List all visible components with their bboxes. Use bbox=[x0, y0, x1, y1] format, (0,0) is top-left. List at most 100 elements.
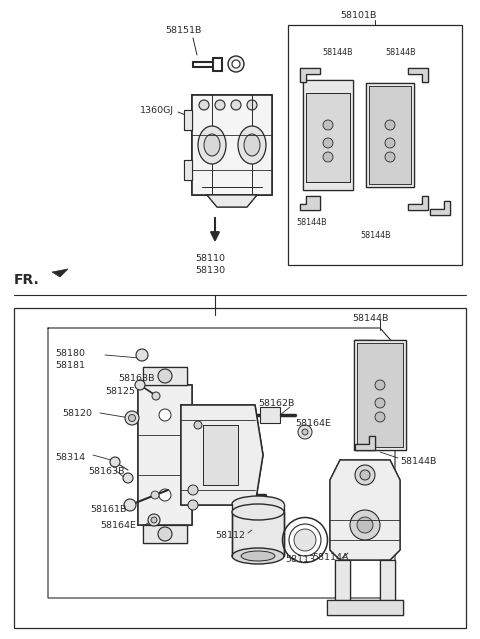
Polygon shape bbox=[355, 340, 375, 354]
Circle shape bbox=[159, 489, 171, 501]
Ellipse shape bbox=[244, 134, 260, 156]
Text: 58180: 58180 bbox=[55, 348, 85, 357]
Circle shape bbox=[136, 349, 148, 361]
Circle shape bbox=[194, 421, 202, 429]
Circle shape bbox=[195, 490, 205, 500]
Bar bbox=[232, 504, 284, 556]
Polygon shape bbox=[335, 560, 350, 605]
Text: 58144B: 58144B bbox=[400, 458, 436, 466]
Text: 58181: 58181 bbox=[55, 360, 85, 369]
Circle shape bbox=[151, 517, 157, 523]
Circle shape bbox=[302, 429, 308, 435]
Circle shape bbox=[323, 120, 333, 130]
Circle shape bbox=[385, 120, 395, 130]
Text: 58144B: 58144B bbox=[322, 47, 353, 56]
Circle shape bbox=[158, 369, 172, 383]
Text: 58164E: 58164E bbox=[295, 419, 331, 427]
Circle shape bbox=[148, 514, 160, 526]
Text: 58120: 58120 bbox=[62, 408, 92, 417]
Polygon shape bbox=[366, 83, 414, 187]
Text: 58130: 58130 bbox=[195, 265, 225, 275]
Circle shape bbox=[323, 138, 333, 148]
Polygon shape bbox=[138, 385, 192, 525]
Polygon shape bbox=[408, 196, 428, 210]
Circle shape bbox=[375, 412, 385, 422]
Circle shape bbox=[159, 409, 171, 421]
Polygon shape bbox=[192, 95, 272, 195]
Polygon shape bbox=[184, 110, 192, 130]
Circle shape bbox=[152, 392, 160, 400]
Polygon shape bbox=[207, 195, 257, 207]
Text: 58110: 58110 bbox=[195, 254, 225, 263]
Text: 58125: 58125 bbox=[105, 387, 135, 397]
Circle shape bbox=[357, 517, 373, 533]
Text: 58151B: 58151B bbox=[165, 26, 202, 35]
Ellipse shape bbox=[294, 529, 316, 551]
Polygon shape bbox=[357, 343, 403, 447]
Polygon shape bbox=[300, 68, 320, 82]
Text: 58144B: 58144B bbox=[296, 217, 326, 226]
Circle shape bbox=[199, 100, 209, 110]
Polygon shape bbox=[52, 269, 68, 277]
Circle shape bbox=[188, 485, 198, 495]
Circle shape bbox=[298, 425, 312, 439]
Polygon shape bbox=[184, 160, 192, 180]
Text: 58101B: 58101B bbox=[340, 10, 376, 20]
Polygon shape bbox=[408, 68, 428, 82]
Circle shape bbox=[231, 100, 241, 110]
Bar bbox=[288, 25, 462, 265]
Text: 58144B: 58144B bbox=[352, 314, 388, 323]
Polygon shape bbox=[369, 86, 411, 184]
Circle shape bbox=[110, 457, 120, 467]
Polygon shape bbox=[143, 367, 187, 385]
Text: 58114A: 58114A bbox=[312, 553, 348, 562]
Text: 58162B: 58162B bbox=[258, 399, 294, 408]
Circle shape bbox=[247, 100, 257, 110]
Bar bbox=[14, 308, 466, 628]
Text: 58161B: 58161B bbox=[90, 505, 126, 514]
Bar bbox=[260, 407, 280, 423]
Text: 1360GJ: 1360GJ bbox=[140, 105, 174, 114]
Ellipse shape bbox=[238, 126, 266, 164]
Polygon shape bbox=[143, 525, 187, 543]
Ellipse shape bbox=[198, 126, 226, 164]
Circle shape bbox=[228, 56, 244, 72]
Text: 58314: 58314 bbox=[55, 454, 85, 463]
Polygon shape bbox=[181, 405, 263, 505]
Circle shape bbox=[195, 410, 205, 420]
Ellipse shape bbox=[232, 504, 284, 520]
Ellipse shape bbox=[204, 134, 220, 156]
Circle shape bbox=[215, 100, 225, 110]
Polygon shape bbox=[203, 425, 238, 485]
Text: 58112: 58112 bbox=[215, 530, 245, 539]
Text: FR.: FR. bbox=[14, 273, 40, 287]
Circle shape bbox=[125, 411, 139, 425]
Circle shape bbox=[124, 499, 136, 511]
Circle shape bbox=[385, 152, 395, 162]
Circle shape bbox=[350, 510, 380, 540]
Polygon shape bbox=[354, 340, 406, 450]
Circle shape bbox=[323, 152, 333, 162]
Text: 58163B: 58163B bbox=[88, 468, 124, 477]
Circle shape bbox=[375, 398, 385, 408]
Text: 58113: 58113 bbox=[285, 555, 315, 564]
Polygon shape bbox=[303, 80, 353, 190]
Polygon shape bbox=[330, 460, 400, 560]
Circle shape bbox=[355, 465, 375, 485]
Ellipse shape bbox=[232, 548, 284, 564]
Polygon shape bbox=[430, 201, 450, 215]
Circle shape bbox=[151, 491, 159, 499]
Circle shape bbox=[135, 380, 145, 390]
Ellipse shape bbox=[232, 496, 284, 512]
Circle shape bbox=[360, 470, 370, 480]
Polygon shape bbox=[306, 93, 350, 182]
Circle shape bbox=[123, 473, 133, 483]
Circle shape bbox=[232, 60, 240, 68]
Circle shape bbox=[375, 380, 385, 390]
Text: 58144B: 58144B bbox=[360, 231, 391, 240]
Polygon shape bbox=[380, 560, 395, 605]
Circle shape bbox=[385, 138, 395, 148]
Polygon shape bbox=[300, 196, 320, 210]
Text: 58144B: 58144B bbox=[385, 47, 416, 56]
Text: 58164E: 58164E bbox=[100, 521, 136, 530]
